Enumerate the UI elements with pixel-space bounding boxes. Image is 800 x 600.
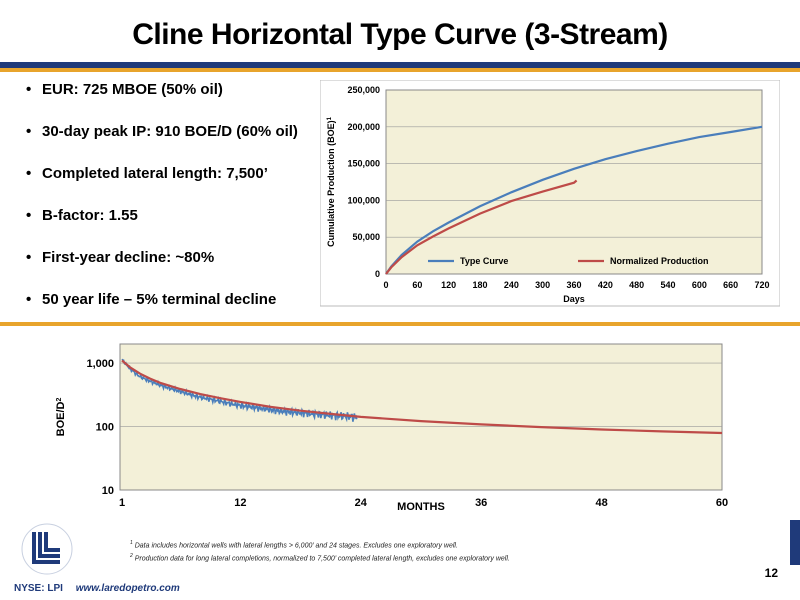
x-tick-label: 12 (234, 497, 246, 509)
y-tick-label: 100,000 (347, 195, 380, 205)
y-tick-label: 10 (102, 485, 114, 497)
x-tick-label: 660 (723, 280, 738, 290)
slide-title: Cline Horizontal Type Curve (3-Stream) (132, 18, 668, 51)
page-number: 12 (764, 566, 778, 580)
footnotes: 1 Data includes horizontal wells with la… (130, 538, 510, 565)
x-tick-label: 1 (119, 497, 125, 509)
side-band-navy (790, 520, 800, 565)
bullet-peak-ip: 30-day peak IP: 910 BOE/D (60% oil) (26, 122, 326, 164)
divider-band-orange (0, 322, 800, 326)
website-link[interactable]: www.laredopetro.com (75, 583, 180, 594)
footnote-2: 2 Production data for long lateral compl… (130, 553, 510, 563)
legend-label: Normalized Production (610, 256, 709, 266)
legend-label: Type Curve (460, 256, 508, 266)
footnote-1: 1 Data includes horizontal wells with la… (130, 540, 458, 550)
header-band-orange (0, 68, 800, 72)
daily-production-chart: 10 100 1,000 1 12 24 36 48 60 MONTHS BOE/D2 (55, 343, 728, 513)
ticker-label: NYSE: LPI (14, 583, 63, 594)
y-tick-label: 150,000 (347, 159, 380, 169)
x-tick-label: 120 (441, 280, 456, 290)
x-tick-label: 180 (472, 280, 487, 290)
bullet-b-factor: B-factor: 1.55 (26, 206, 326, 248)
x-tick-label: 60 (716, 497, 728, 509)
x-axis-title: MONTHS (397, 501, 445, 513)
x-tick-label: 24 (355, 497, 368, 509)
plot-area (119, 343, 723, 491)
series-line-normalized-production (385, 179, 578, 275)
key-metrics-list: EUR: 725 MBOE (50% oil) 30-day peak IP: … (26, 80, 326, 332)
x-tick-label: 540 (660, 280, 675, 290)
y-tick-label: 200,000 (347, 122, 380, 132)
x-tick-label: 36 (475, 497, 487, 509)
series-line-type-curve (121, 359, 723, 435)
x-tick-label: 480 (629, 280, 644, 290)
bullet-first-year-decline: First-year decline: ~80% (26, 248, 326, 290)
company-logo (21, 523, 73, 575)
series-line-daily-production (121, 358, 358, 423)
y-tick-label: 0 (375, 269, 380, 279)
series-line-type-curve (385, 125, 763, 275)
x-tick-label: 48 (595, 497, 607, 509)
bullet-lateral-length: Completed lateral length: 7,500’ (26, 164, 326, 206)
x-tick-label: 420 (598, 280, 613, 290)
y-tick-label: 100 (96, 422, 114, 434)
x-tick-label: 720 (754, 280, 769, 290)
y-axis-footnote-marker: 1 (327, 116, 333, 120)
bullet-eur: EUR: 725 MBOE (50% oil) (26, 80, 326, 122)
header-band-navy (0, 62, 800, 68)
y-tick-label: 250,000 (347, 85, 380, 95)
y-axis-footnote-marker: 2 (56, 398, 63, 402)
x-tick-label: 60 (412, 280, 422, 290)
bullet-life: 50 year life – 5% terminal decline (26, 290, 326, 332)
x-tick-label: 240 (504, 280, 519, 290)
y-axis-title: BOE/D2 (55, 398, 67, 437)
x-tick-label: 300 (535, 280, 550, 290)
x-tick-label: 0 (383, 280, 388, 290)
y-tick-label: 50,000 (352, 232, 380, 242)
x-tick-label: 600 (692, 280, 707, 290)
footer: NYSE: LPI www.laredopetro.com (14, 583, 180, 594)
x-axis-title: Days (563, 294, 585, 304)
y-tick-label: 1,000 (86, 358, 114, 370)
y-axis-title: Cumulative Production (BOE)1 (326, 116, 336, 247)
x-tick-label: 360 (566, 280, 581, 290)
